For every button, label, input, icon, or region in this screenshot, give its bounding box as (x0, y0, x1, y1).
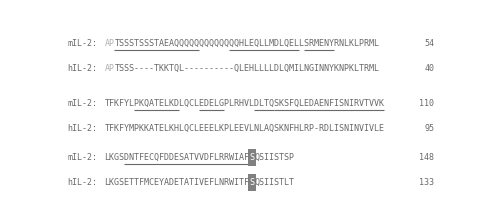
Bar (248, 149, 256, 167)
Text: 54: 54 (424, 39, 434, 48)
Text: 95: 95 (424, 124, 434, 133)
Text: 133: 133 (420, 178, 434, 187)
Text: TSSS----TKKTQL----------QLEHLLLLDLQMILNGINNYKNPKLTRML: TSSS----TKKTQL----------QLEHLLLLDLQMILNG… (114, 64, 380, 73)
Text: S: S (250, 153, 254, 162)
Text: QSIISTSP: QSIISTSP (254, 153, 294, 162)
Text: hIL-2:: hIL-2: (67, 64, 97, 73)
Text: AP: AP (104, 64, 115, 73)
Text: hIL-2:: hIL-2: (67, 124, 97, 133)
Text: mIL-2:: mIL-2: (67, 39, 97, 48)
Text: mIL-2:: mIL-2: (67, 153, 97, 162)
Bar (248, 174, 256, 191)
Text: 110: 110 (420, 99, 434, 108)
Text: 148: 148 (420, 153, 434, 162)
Text: LKGSDNTFECQFDDESATVVDFLRRWIAF: LKGSDNTFECQFDDESATVVDFLRRWIAF (104, 153, 250, 162)
Text: QSIISTLT: QSIISTLT (254, 178, 294, 187)
Text: hIL-2:: hIL-2: (67, 178, 97, 187)
Text: AP: AP (104, 39, 115, 48)
Text: 40: 40 (424, 64, 434, 73)
Text: LKGSETTFMCEYADETATIVEFLNRWITF: LKGSETTFMCEYADETATIVEFLNRWITF (104, 178, 250, 187)
Text: mIL-2:: mIL-2: (67, 99, 97, 108)
Text: TFKFYMPKKATELKHLQCLEEELKPLEEVLNLAQSKNFHLRP-RDLISNINVIVLE: TFKFYMPKKATELKHLQCLEEELKPLEEVLNLAQSKNFHL… (104, 124, 384, 133)
Text: TFKFYLPKQATELKDLQCLEDELGPLRHVLDLTQSKSFQLEDAENFISNIRVTVVK: TFKFYLPKQATELKDLQCLEDELGPLRHVLDLTQSKSFQL… (104, 99, 384, 108)
Text: TSSSTSSSTAEAQQQQQQQQQQQQQHLEQLLMDLQELLSRMENYRNLKLPRML: TSSSTSSSTAEAQQQQQQQQQQQQQHLEQLLMDLQELLSR… (114, 39, 380, 48)
Text: S: S (250, 178, 254, 187)
